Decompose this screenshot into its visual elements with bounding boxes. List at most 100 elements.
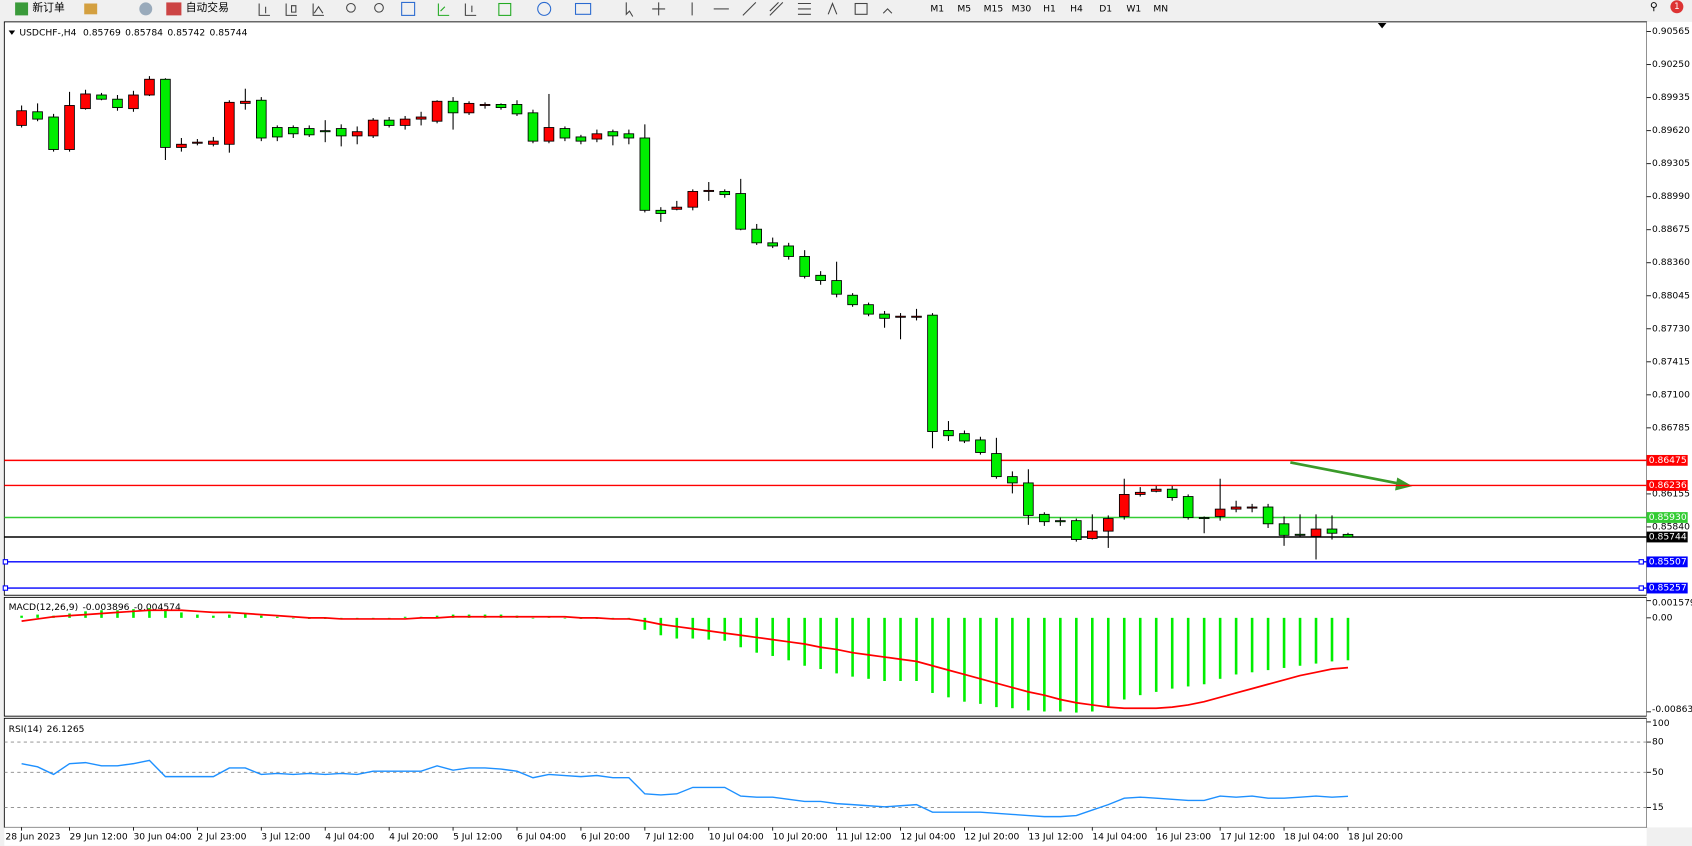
high-price: 0.85784 — [125, 27, 163, 38]
candle-body — [112, 98, 123, 109]
time-axis — [4, 827, 1647, 846]
tool-icon[interactable] — [464, 3, 477, 16]
notification-badge[interactable] — [1670, 0, 1684, 14]
macd-header: MACD(12,26,9) -0.003896 -0.004574 — [9, 602, 181, 613]
timeframe-button[interactable]: M30 — [1012, 3, 1032, 14]
x-tick-label: 10 Jul 04:00 — [709, 832, 764, 843]
cursor[interactable] — [625, 2, 634, 17]
candle-body — [32, 111, 43, 120]
candle-body — [1118, 494, 1130, 517]
candle-body — [1039, 513, 1050, 523]
timeframe-button[interactable]: M5 — [957, 3, 971, 14]
y-tick-label: 0.89305 — [1652, 158, 1690, 169]
level-label-bg — [1646, 480, 1688, 491]
y-tick-label: 15 — [1652, 802, 1664, 813]
auto-trading-icon[interactable] — [166, 2, 182, 16]
y-tick-label: -0.008633 — [1652, 704, 1692, 715]
macd-bar — [1346, 617, 1350, 661]
channel[interactable] — [769, 2, 784, 16]
candle-body — [431, 100, 443, 122]
candle-body — [959, 433, 970, 442]
timeframe-button[interactable]: W1 — [1126, 3, 1141, 14]
tool-icon[interactable] — [312, 3, 324, 16]
chart-area: USDCHF-,H4 0.85769 0.85784 0.85742 0.85744 M… — [3, 21, 1692, 846]
toolbar-bg — [0, 0, 1692, 19]
macd-bar — [739, 617, 743, 648]
candle-body — [144, 78, 155, 96]
candle-body — [1230, 506, 1242, 510]
candle-body — [927, 314, 938, 432]
y-tick-label: 0.90565 — [1652, 26, 1690, 37]
label-tool[interactable] — [854, 2, 868, 15]
level-label: 0.85744 — [1649, 532, 1687, 543]
new-order-button[interactable]: 新订单 — [32, 1, 65, 14]
timeframe-button[interactable]: H1 — [1043, 3, 1056, 14]
timeframe-button[interactable]: D1 — [1099, 3, 1112, 14]
macd-bar — [1170, 617, 1174, 689]
candle-body — [1134, 491, 1146, 495]
arrows-tool[interactable] — [882, 8, 893, 14]
y-tick-label: 0.86155 — [1652, 488, 1690, 499]
macd-bar — [771, 617, 774, 656]
tool-icon[interactable] — [285, 3, 297, 16]
indicators[interactable] — [498, 2, 512, 16]
symbol-menu-arrow[interactable] — [8, 30, 16, 35]
x-tick-label: 28 Jun 2023 — [5, 832, 60, 843]
candle-body — [271, 127, 283, 138]
candle-body — [1055, 520, 1066, 523]
macd-bar — [164, 610, 167, 618]
candle-body — [224, 101, 235, 145]
x-tick-label: 4 Jul 04:00 — [325, 832, 374, 843]
macd-bar — [531, 617, 535, 619]
text-tool[interactable] — [827, 2, 838, 15]
symbol-name: USDCHF-,H4 — [19, 27, 76, 38]
candle-body — [559, 128, 571, 139]
candle-body — [847, 294, 858, 306]
tile-windows[interactable] — [401, 1, 416, 16]
auto-trading-button[interactable]: 自动交易 — [186, 1, 229, 14]
macd-bar — [835, 617, 838, 674]
candle-body — [735, 193, 747, 230]
timeframe-button[interactable]: M1 — [930, 3, 944, 14]
candle-body — [1342, 533, 1354, 538]
macd-bar — [1234, 617, 1238, 675]
macd-bar — [180, 612, 183, 618]
candle-body — [719, 191, 731, 196]
zoom-out[interactable] — [374, 2, 384, 13]
x-tick-label: 17 Jul 12:00 — [1220, 832, 1275, 843]
macd-bar — [883, 617, 886, 681]
templates[interactable] — [574, 2, 592, 15]
toolbar-icon[interactable] — [139, 2, 153, 16]
crosshair[interactable] — [652, 2, 666, 16]
candle-body — [319, 130, 331, 133]
candle-body — [863, 304, 874, 315]
periods[interactable] — [537, 1, 552, 16]
new-order-icon[interactable] — [15, 2, 29, 16]
timeframe-button[interactable]: MN — [1153, 3, 1168, 14]
close-price: 0.85744 — [210, 27, 248, 38]
y-tick-label: 0.88675 — [1652, 224, 1690, 235]
level-handle — [1638, 559, 1644, 565]
trend-line[interactable] — [742, 2, 757, 16]
macd-bar — [1122, 617, 1126, 700]
candle-body — [783, 245, 794, 257]
x-tick-label: 5 Jul 12:00 — [453, 832, 502, 843]
timeframe-button[interactable]: H4 — [1070, 3, 1083, 14]
tool-icon[interactable] — [437, 3, 450, 16]
zoom-in[interactable] — [346, 2, 356, 13]
macd-bar — [1075, 617, 1078, 713]
macd-bar — [1314, 617, 1318, 664]
candle-body — [1278, 523, 1290, 536]
level-handle — [1638, 585, 1644, 591]
fibonacci[interactable] — [797, 2, 811, 15]
timeframe-button[interactable]: M15 — [984, 3, 1004, 14]
candle-body — [1326, 528, 1338, 534]
toolbar-tools[interactable] — [258, 1, 893, 17]
tool-icon[interactable] — [258, 3, 270, 16]
macd-bar — [291, 617, 295, 619]
candle-body — [623, 133, 635, 139]
x-tick-label: 4 Jul 20:00 — [389, 832, 438, 843]
search-icon[interactable]: ⚲ — [1650, 0, 1658, 13]
y-tick-label: 0.87730 — [1652, 323, 1690, 334]
toolbar-icon[interactable] — [84, 3, 98, 15]
